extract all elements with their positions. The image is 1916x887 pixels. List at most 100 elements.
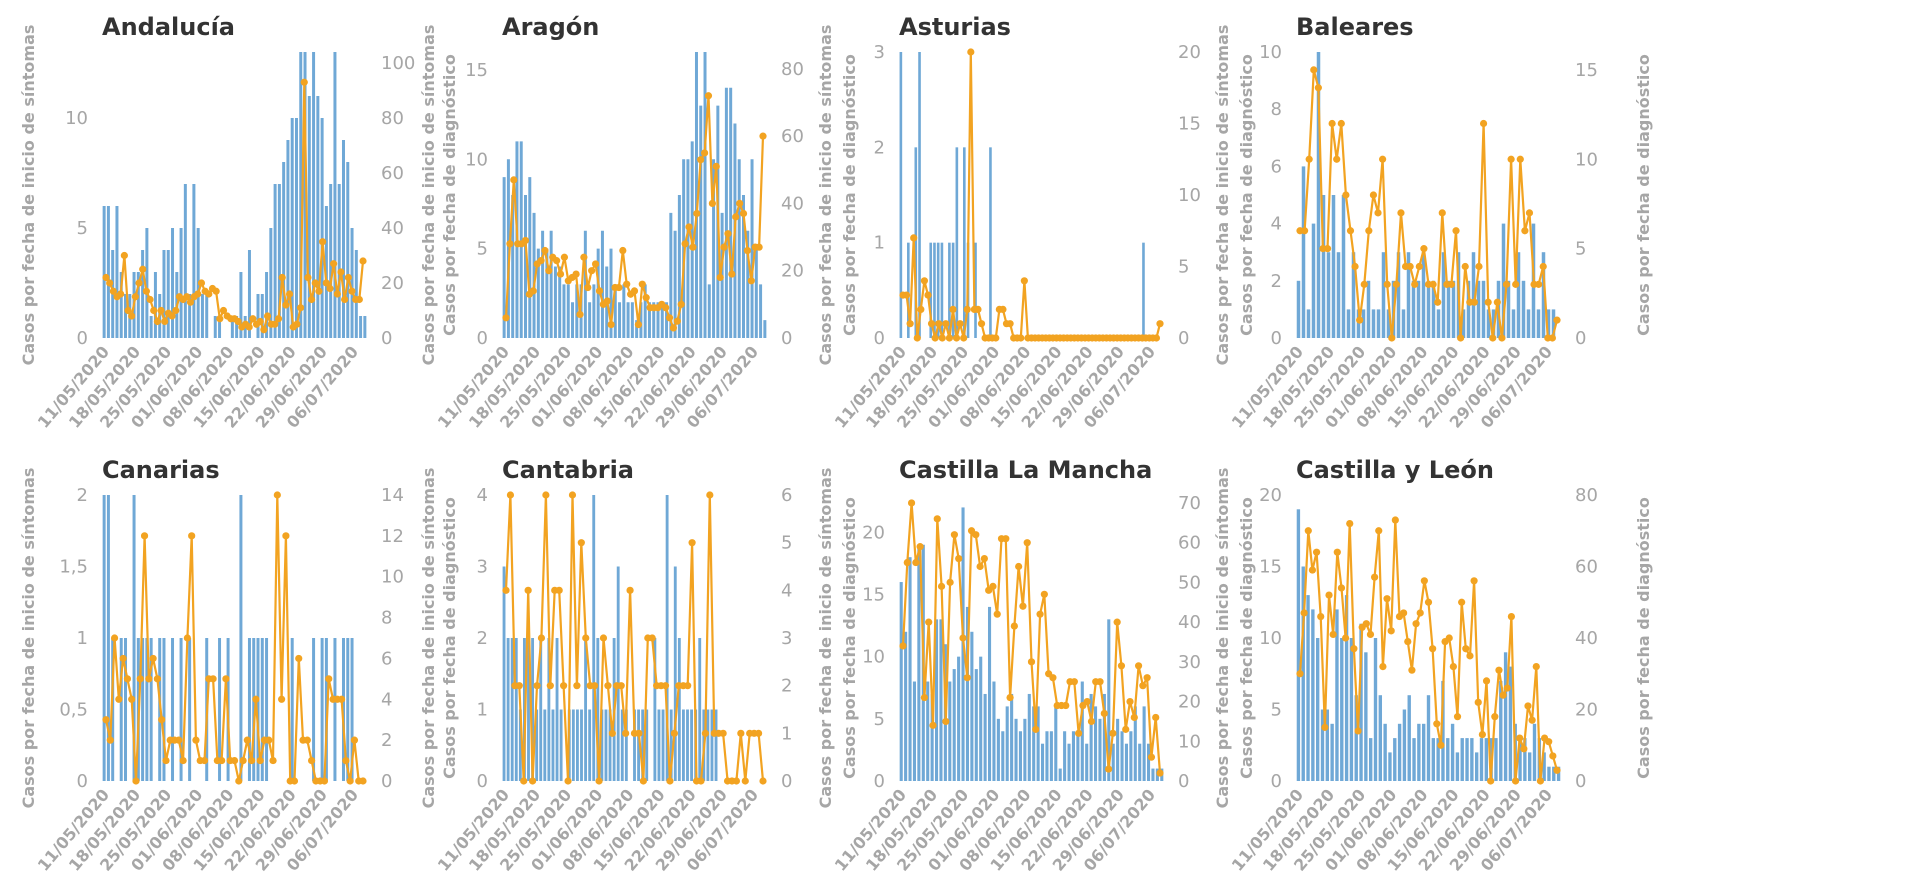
bar [1441, 252, 1446, 338]
line-point [200, 756, 209, 765]
bar [1023, 718, 1027, 781]
chart-title: Canarias [102, 456, 220, 484]
bar [1479, 738, 1484, 781]
line-point [642, 294, 650, 302]
bar [1542, 752, 1546, 781]
line-point [269, 756, 277, 765]
line-point [1461, 262, 1469, 271]
bar [299, 52, 303, 338]
chart-svg: Castilla y León Casos por fecha de inicio… [1213, 456, 1653, 875]
bar [1341, 195, 1346, 338]
line-point [315, 287, 323, 295]
line-point [1458, 598, 1466, 606]
y-axis-right-label: Casos por fecha de diagnóstico [440, 497, 459, 779]
bar [337, 184, 341, 338]
line-point [1437, 741, 1445, 749]
line-point [619, 246, 627, 255]
bar-series [102, 52, 367, 338]
line-point [913, 334, 921, 342]
bar [746, 230, 750, 338]
line-point [732, 777, 741, 785]
line-point [521, 236, 530, 245]
line-point [1424, 598, 1433, 606]
line-point [736, 199, 744, 208]
line-point [942, 320, 950, 328]
bar [230, 316, 234, 338]
bar [1085, 743, 1089, 781]
y-left-tick-label: 8 [1271, 99, 1282, 120]
bar [908, 557, 912, 781]
line-point [688, 539, 696, 547]
y-axis-left-label: Casos por fecha de inicio de síntomas [419, 25, 438, 366]
bar [951, 242, 955, 338]
y-left-tick-label: 10 [465, 149, 488, 170]
line-point [510, 176, 518, 184]
y-left-tick-label: 1,5 [59, 557, 88, 578]
bar [1067, 743, 1071, 781]
line-point [153, 317, 161, 326]
line-point [300, 78, 308, 86]
line-point [942, 717, 950, 726]
line-point [1507, 612, 1516, 621]
line-point [704, 92, 713, 100]
y-left-tick-label: 0 [1271, 771, 1282, 792]
bar [1402, 709, 1407, 781]
line-point [555, 586, 563, 594]
bar [506, 638, 510, 781]
bar [592, 284, 596, 338]
y-right-tick-label: 20 [1178, 42, 1201, 63]
line-point [712, 162, 720, 170]
y-right-tick-label: 15 [1178, 114, 1201, 135]
line-point [708, 199, 716, 208]
line-point [1365, 227, 1373, 235]
line-point [1516, 734, 1524, 742]
line-point [1433, 720, 1441, 728]
bar [1556, 766, 1561, 781]
bar [703, 52, 707, 338]
y-right-tick-label: 20 [381, 273, 404, 294]
y-left-tick-label: 1 [477, 700, 488, 721]
line-point [1416, 609, 1424, 617]
line-point [1070, 678, 1078, 686]
line-point [693, 209, 701, 218]
line-point [320, 777, 329, 785]
bar [1521, 280, 1526, 338]
bar [528, 177, 532, 338]
bar [153, 272, 157, 338]
bar [294, 118, 298, 338]
line-points [502, 491, 767, 785]
line-point [617, 682, 625, 690]
line-point [153, 675, 161, 683]
line-point [128, 312, 136, 320]
line-point [265, 736, 273, 744]
line-point [1415, 262, 1423, 271]
y-left-tick-label: 5 [477, 239, 488, 260]
bar [162, 250, 166, 338]
line-point [1369, 191, 1378, 199]
bar [179, 638, 183, 781]
bar [904, 631, 908, 781]
bar [677, 195, 681, 338]
line-point [136, 675, 144, 683]
y-left-tick-label: 4 [477, 485, 488, 506]
bar [106, 206, 110, 338]
y-right-tick-label: 6 [381, 648, 392, 669]
y-right-tick-label: 14 [381, 485, 404, 506]
chart-svg: Asturias Casos por fecha de inicio de sín… [816, 13, 1256, 432]
line-point [1453, 713, 1462, 721]
bar [588, 709, 592, 781]
bar [714, 709, 718, 781]
line-point [1329, 630, 1337, 639]
bar [119, 638, 123, 781]
bar [149, 638, 153, 781]
bar [929, 242, 933, 338]
y-left-tick-label: 20 [1259, 485, 1282, 506]
line-point [157, 306, 165, 315]
y-left-tick-label: 5 [874, 709, 885, 730]
bar [1014, 718, 1018, 781]
line-point [135, 279, 143, 287]
line-point [935, 320, 943, 328]
y-left-tick-label: 3 [874, 42, 885, 63]
line-point [1475, 262, 1483, 271]
line-point [1321, 723, 1329, 731]
